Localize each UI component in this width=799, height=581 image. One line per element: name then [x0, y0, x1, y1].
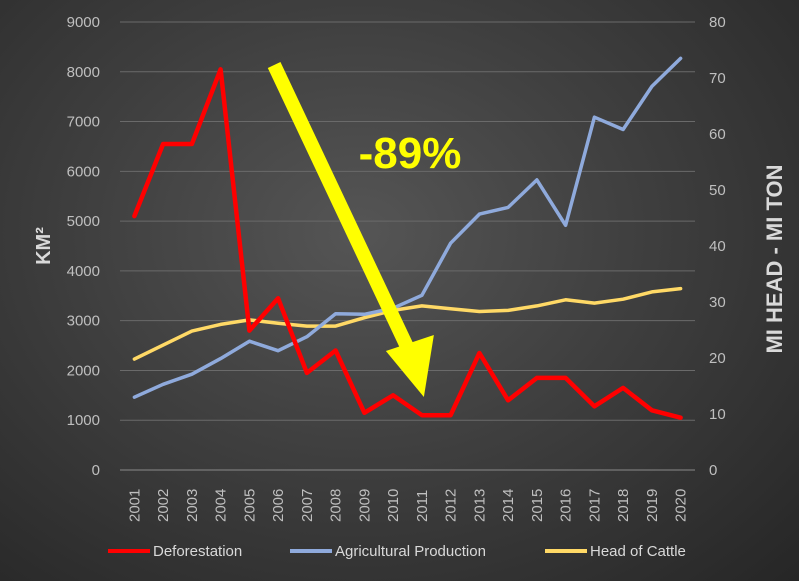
x-tick-label: 2002	[155, 489, 172, 522]
x-tick-label: 2001	[126, 489, 143, 522]
series-line-head-of-cattle	[132, 286, 683, 361]
x-tick-label: 2005	[241, 489, 258, 522]
x-tick-label: 2019	[644, 489, 661, 522]
y-axis-title: KM²	[33, 227, 55, 265]
x-tick-label: 2020	[673, 489, 690, 522]
y2-tick-label: 20	[709, 350, 726, 367]
series-line-deforestation	[132, 67, 683, 420]
y-tick-label: 4000	[67, 263, 100, 280]
legend-label: Agricultural Production	[335, 543, 486, 560]
x-tick-label: 2010	[385, 489, 402, 522]
x-tick-label: 2011	[414, 490, 431, 522]
y2-tick-label: 50	[709, 182, 726, 199]
annotation-label: -89%	[359, 129, 462, 178]
y2-tick-label: 40	[709, 238, 726, 255]
y2-tick-label: 60	[709, 126, 726, 143]
x-tick-label: 2009	[356, 489, 373, 522]
x-tick-label: 2006	[270, 489, 287, 522]
y2-tick-label: 30	[709, 294, 726, 311]
y2-tick-label: 0	[709, 462, 717, 479]
legend-label: Head of Cattle	[590, 543, 686, 560]
x-tick-label: 2013	[471, 489, 488, 522]
y-tick-label: 8000	[67, 64, 100, 81]
y-tick-label: 7000	[67, 114, 100, 131]
legend-label: Deforestation	[153, 543, 242, 560]
x-tick-label: 2004	[213, 489, 230, 522]
annotation-arrow-shaft	[267, 62, 419, 360]
x-tick-label: 2016	[558, 489, 575, 522]
y2-axis-title: MI HEAD - MI TON	[762, 164, 787, 353]
x-tick-label: 2008	[328, 489, 345, 522]
y-tick-label: 0	[92, 462, 100, 479]
x-tick-label: 2015	[529, 489, 546, 522]
y-tick-label: 3000	[67, 313, 100, 330]
x-tick-label: 2003	[184, 489, 201, 522]
y-tick-label: 1000	[67, 412, 100, 429]
y-tick-label: 2000	[67, 362, 100, 379]
x-tick-label: 2018	[615, 489, 632, 522]
x-tick-label: 2017	[586, 489, 603, 522]
y-tick-label: 6000	[67, 163, 100, 180]
series-line-agricultural-production	[132, 56, 683, 399]
x-tick-label: 2007	[299, 489, 316, 522]
y2-tick-label: 70	[709, 70, 726, 87]
x-tick-label: 2012	[443, 489, 460, 522]
y-tick-label: 9000	[67, 14, 100, 31]
y-tick-label: 5000	[67, 213, 100, 230]
y2-tick-label: 80	[709, 14, 726, 31]
x-tick-label: 2014	[500, 489, 517, 522]
y2-tick-label: 10	[709, 406, 726, 423]
annotation-arrow-head	[385, 335, 434, 397]
